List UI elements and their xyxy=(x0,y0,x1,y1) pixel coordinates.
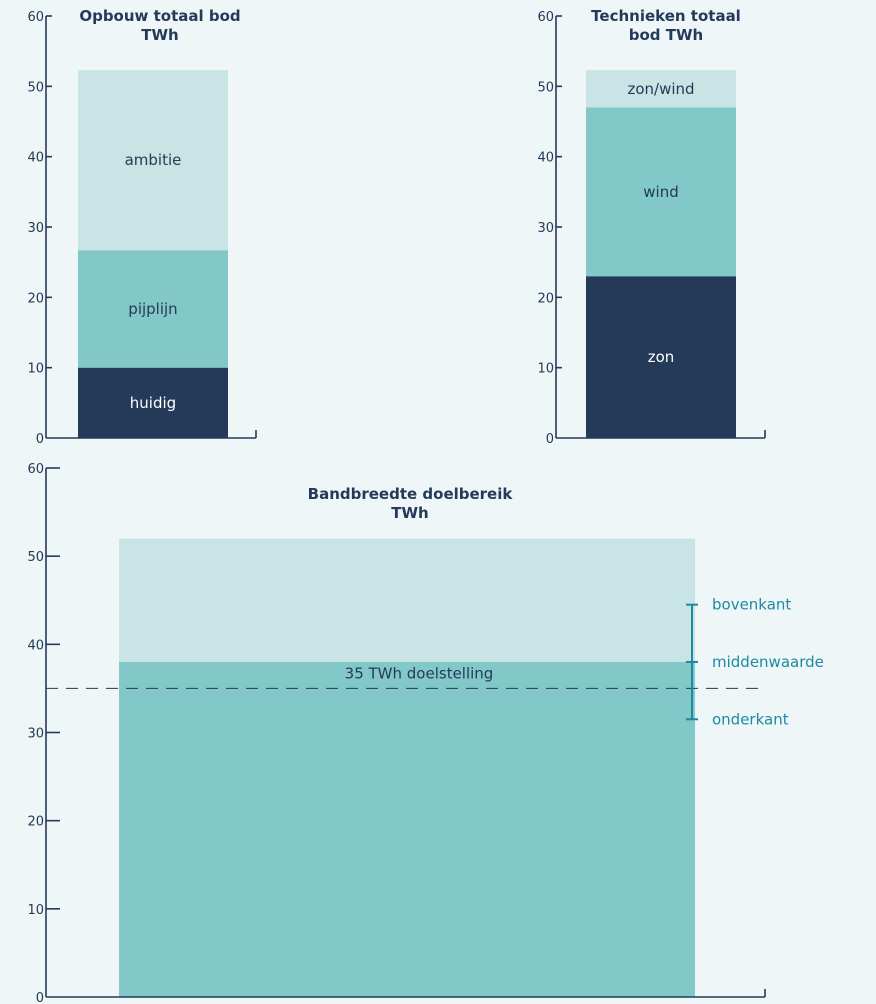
range-label-lower: onderkant xyxy=(712,710,789,728)
bar-segment-pijplijn xyxy=(78,250,228,368)
y-tick-label: 40 xyxy=(27,151,44,166)
segment-label: ambitie xyxy=(125,151,182,169)
y-tick-label: 20 xyxy=(27,291,44,306)
bar-segment-0 xyxy=(119,661,695,997)
chart-title: Opbouw totaal bod xyxy=(79,7,240,25)
segment-label: zon/wind xyxy=(627,80,694,98)
y-tick-label: 30 xyxy=(537,221,554,236)
range-label-middle: middenwaarde xyxy=(712,653,824,671)
y-tick-label: 60 xyxy=(27,462,44,477)
y-tick-label: 60 xyxy=(27,10,44,25)
y-tick-label: 50 xyxy=(537,80,554,95)
y-tick-label: 40 xyxy=(537,151,554,166)
y-tick-label: 60 xyxy=(537,10,554,25)
y-tick-label: 50 xyxy=(27,550,44,565)
y-tick-label: 50 xyxy=(27,80,44,95)
y-tick-label: 10 xyxy=(27,362,44,377)
y-tick-label: 20 xyxy=(27,815,44,830)
chart-opbouw-totaal-bod: huidig pijplijn ambitie 0 10 20 30 40 50 60 Opbouw… xyxy=(27,7,257,447)
y-tick-label: 0 xyxy=(36,432,44,447)
chart-title: TWh xyxy=(141,26,178,44)
bar-segment-zon-wind xyxy=(586,70,736,108)
range-label-upper: bovenkant xyxy=(712,596,791,614)
bar-segment-wind xyxy=(586,107,736,277)
segment-label: pijplijn xyxy=(128,300,177,318)
y-tick-label: 20 xyxy=(537,291,554,306)
y-tick-label: 0 xyxy=(546,432,554,447)
y-tick-label: 30 xyxy=(27,727,44,742)
bar-segment-huidig xyxy=(78,367,228,438)
chart-title: Bandbreedte doelbereik xyxy=(308,485,514,503)
chart-technieken-totaal-bod: zon wind zon/wind 0 10 20 30 40 50 60 Technieken t… xyxy=(537,7,766,447)
chart-title: bod TWh xyxy=(629,26,703,44)
y-tick-label: 10 xyxy=(27,903,44,918)
segment-label: huidig xyxy=(130,394,176,412)
y-tick-label: 40 xyxy=(27,638,44,653)
target-label: 35 TWh doelstelling xyxy=(345,664,494,682)
y-tick-label: 0 xyxy=(36,991,44,1004)
y-tick-label: 10 xyxy=(537,362,554,377)
y-tick-label: 30 xyxy=(27,221,44,236)
bar-segment-1 xyxy=(119,538,695,662)
bar-segment-ambitie xyxy=(78,70,228,251)
bar-segment-zon xyxy=(586,276,736,438)
segment-label: zon xyxy=(648,348,675,366)
chart-title: TWh xyxy=(391,504,428,522)
chart-title: Technieken totaal xyxy=(591,7,741,25)
segment-label: wind xyxy=(643,183,678,201)
